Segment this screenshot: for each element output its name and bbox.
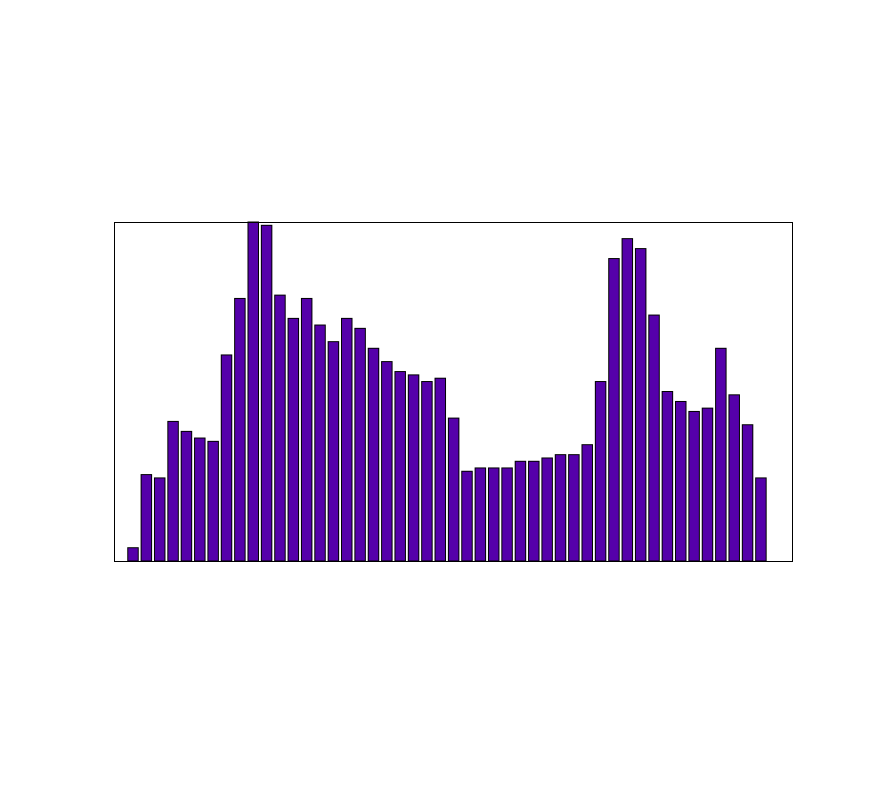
bar-series [127, 221, 767, 562]
bar-16 [327, 341, 340, 562]
bar-43 [688, 410, 700, 562]
bar-25 [447, 417, 460, 562]
bar-15 [314, 324, 326, 562]
bar-44 [701, 407, 714, 562]
bar-10 [247, 221, 259, 562]
bar-23 [421, 381, 433, 562]
bar-37 [608, 258, 620, 562]
bar-38 [621, 238, 634, 562]
bar-21 [394, 371, 406, 562]
bar-40 [648, 314, 660, 562]
bar-12 [274, 294, 286, 562]
bar-18 [354, 327, 366, 562]
bar-34 [568, 454, 580, 562]
bar-2 [140, 474, 153, 562]
bar-32 [541, 457, 553, 562]
bar-42 [675, 400, 687, 562]
bar-28 [487, 467, 500, 562]
bar-29 [501, 467, 513, 562]
plot-frame [114, 222, 793, 562]
bar-26 [461, 470, 473, 562]
bar-35 [581, 444, 593, 562]
bar-24 [434, 377, 447, 562]
bar-17 [341, 317, 353, 562]
bar-8 [220, 354, 233, 562]
bar-20 [381, 361, 393, 562]
bar-41 [661, 391, 674, 562]
bar-46 [728, 394, 740, 562]
bar-14 [300, 297, 313, 562]
bar-27 [474, 467, 487, 562]
bar-19 [367, 347, 380, 562]
bar-6 [194, 437, 206, 562]
bar-5 [180, 430, 193, 562]
bar-39 [634, 248, 647, 562]
bar-45 [715, 347, 727, 562]
bar-13 [287, 317, 300, 562]
bar-48 [755, 477, 767, 562]
bar-4 [167, 420, 179, 562]
bar-1 [127, 547, 139, 562]
bar-3 [153, 477, 166, 562]
bar-11 [260, 224, 273, 562]
bar-47 [741, 424, 754, 562]
bar-22 [407, 374, 420, 562]
bar-36 [594, 381, 607, 562]
bar-30 [514, 460, 527, 562]
bar-33 [554, 454, 567, 562]
bar-7 [207, 440, 219, 562]
bar-9 [234, 297, 246, 562]
bar-31 [528, 460, 540, 562]
